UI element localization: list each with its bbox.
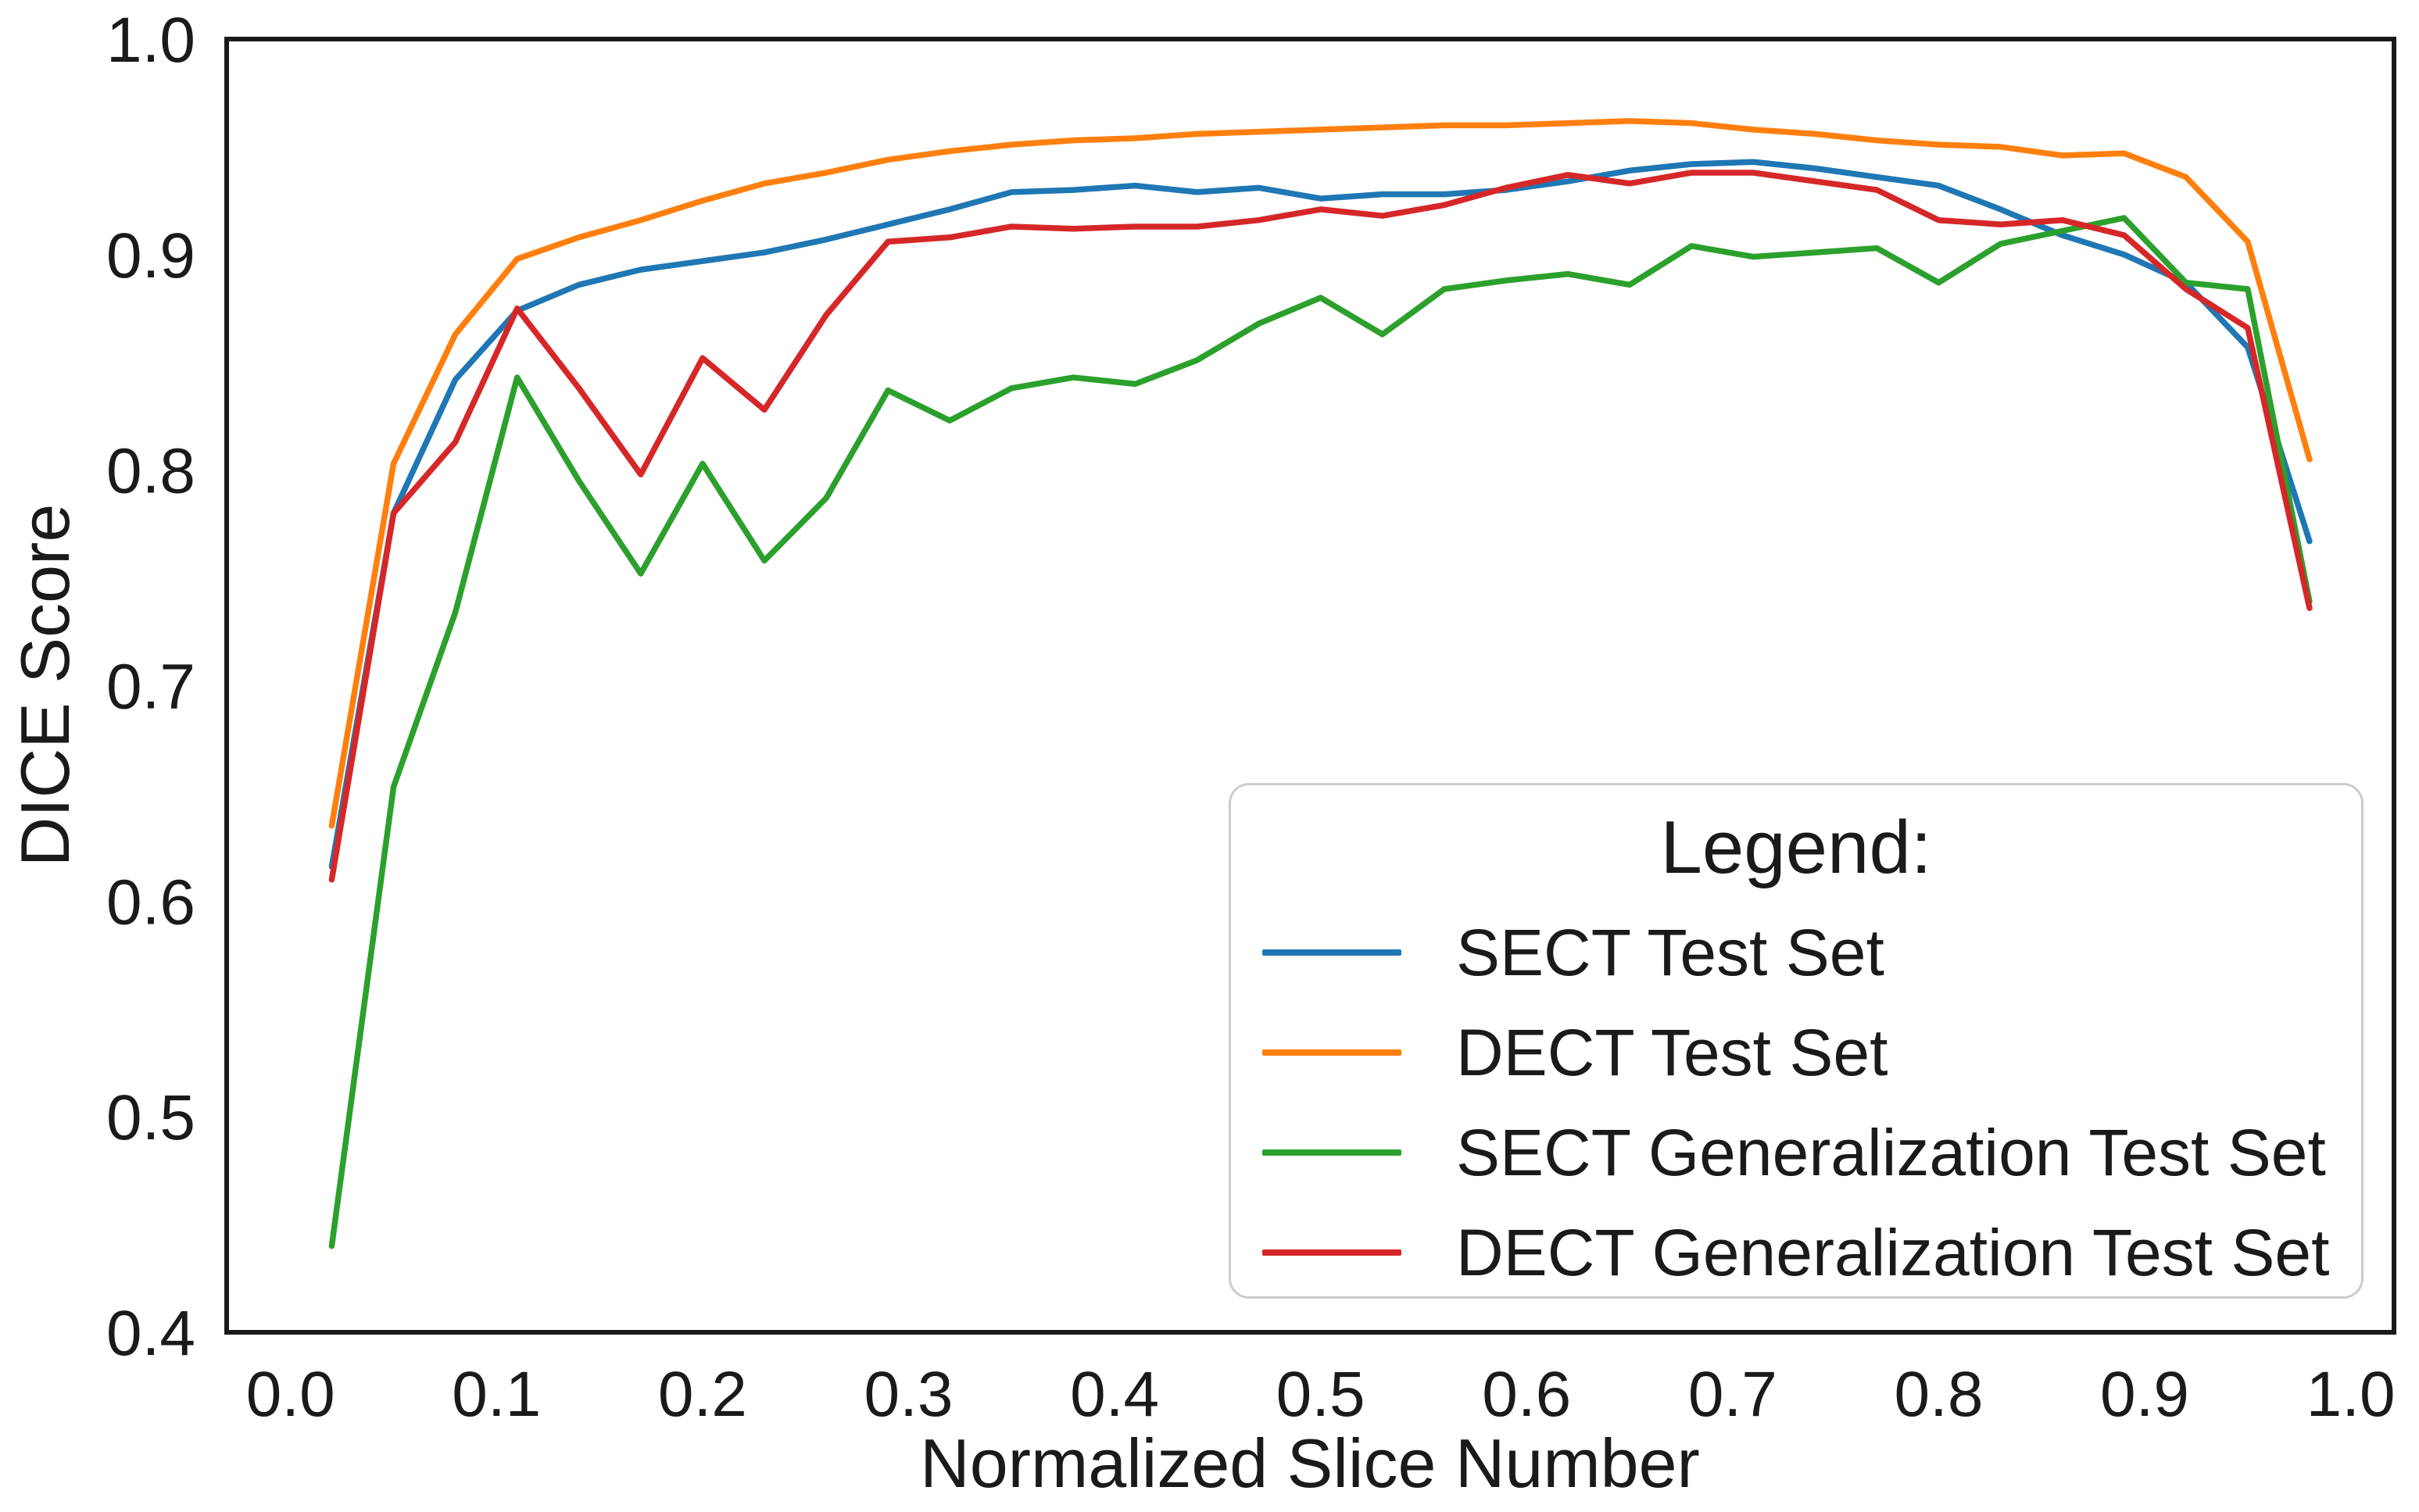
legend-box: Legend: SECT Test Set DECT Test Set SECT… [1229,783,2364,1299]
x-tick-label: 0.9 [2100,1359,2189,1430]
y-tick-label: 0.8 [106,436,195,507]
legend-line-sample-sect-test-set [1262,949,1401,956]
y-tick-label: 1.0 [106,5,195,76]
x-axis-title: Normalized Slice Number [920,1424,1700,1502]
legend-item-dect-test-set: DECT Test Set [1231,1003,2361,1103]
legend-line-sample-sect-generalization-test-set [1262,1149,1401,1156]
series-line-sect-generalization-test-set [328,215,2313,1249]
legend-label-sect-generalization-test-set: SECT Generalization Test Set [1456,1115,2326,1189]
x-tick-label: 0.5 [1276,1359,1365,1430]
y-axis-title: DICE Score [6,504,84,867]
y-tick-label: 0.9 [106,220,195,291]
legend-item-sect-generalization-test-set: SECT Generalization Test Set [1231,1103,2361,1203]
plot-frame [224,37,2396,1335]
legend-item-sect-test-set: SECT Test Set [1231,903,2361,1003]
legend-title: Legend: [1660,806,1932,889]
x-tick-label: 0.3 [864,1359,953,1430]
y-tick-label: 0.5 [106,1082,195,1153]
x-tick-label: 0.7 [1688,1359,1777,1430]
y-axis-ticks: 0.4 0.5 0.6 0.7 0.8 0.9 1.0 [106,5,195,1369]
series-line-sect-test-set [328,159,2313,870]
x-tick-label: 0.8 [1894,1359,1983,1430]
x-tick-label: 0.4 [1070,1359,1159,1430]
legend-label-dect-generalization-test-set: DECT Generalization Test Set [1456,1215,2330,1289]
legend-line-sample-dect-test-set [1262,1049,1401,1056]
legend-item-dect-generalization-test-set: DECT Generalization Test Set [1231,1203,2361,1303]
y-tick-label: 0.7 [106,652,195,723]
x-tick-label: 0.0 [246,1359,335,1430]
legend-label-dect-test-set: DECT Test Set [1456,1015,1888,1089]
series-line-dect-test-set [328,118,2313,829]
x-tick-label: 0.2 [658,1359,747,1430]
x-tick-label: 1.0 [2306,1359,2396,1430]
legend-line-sample-dect-generalization-test-set [1262,1249,1401,1256]
x-tick-label: 0.1 [452,1359,541,1430]
series-line-dect-generalization-test-set [328,170,2313,883]
y-tick-label: 0.4 [106,1298,195,1369]
y-tick-label: 0.6 [106,867,195,938]
x-tick-label: 0.6 [1482,1359,1571,1430]
series-lines [328,118,2313,1249]
legend-label-sect-test-set: SECT Test Set [1456,915,1884,989]
x-axis-ticks: 0.0 0.1 0.2 0.3 0.4 0.5 0.6 0.7 0.8 0.9 1.0 [246,1359,2396,1430]
